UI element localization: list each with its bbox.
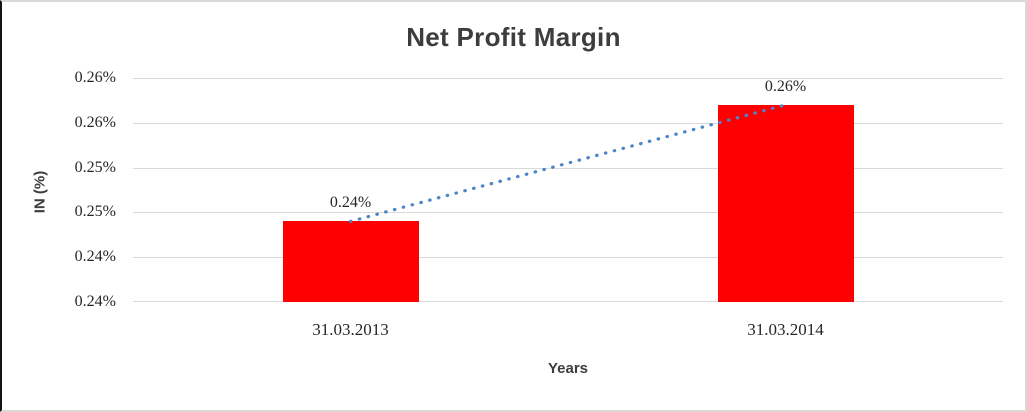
y-tick-label: 0.25% [74, 203, 116, 221]
bar-data-label: 0.24% [329, 194, 372, 212]
gridline [133, 122, 1003, 124]
plot-area: 0.24% 0.24% 0.25% 0.25% 0.26% 0.26% 0.24% 31.03… [75, 69, 1003, 339]
y-tick-label: 0.25% [74, 158, 116, 176]
y-tick-label: 0.26% [74, 113, 116, 131]
bar [282, 221, 419, 302]
y-tick-label: 0.24% [74, 293, 116, 310]
x-category-label: 31.03.2013 [312, 320, 389, 339]
gridline [133, 257, 1003, 259]
trendline [348, 103, 788, 223]
gridline [133, 78, 1003, 79]
y-tick-label: 0.24% [74, 248, 116, 266]
y-axis-title: IN (%) [31, 170, 49, 214]
y-tick-label: 0.26% [74, 69, 116, 86]
gridline [133, 212, 1003, 214]
bar [717, 104, 854, 302]
bar-data-label: 0.26% [764, 77, 807, 95]
x-axis-title: Years [547, 360, 589, 377]
x-category-label: 31.03.2014 [747, 320, 824, 339]
gridline [133, 301, 1003, 302]
gridline [133, 167, 1003, 169]
chart-title: Net Profit Margin [406, 22, 621, 52]
